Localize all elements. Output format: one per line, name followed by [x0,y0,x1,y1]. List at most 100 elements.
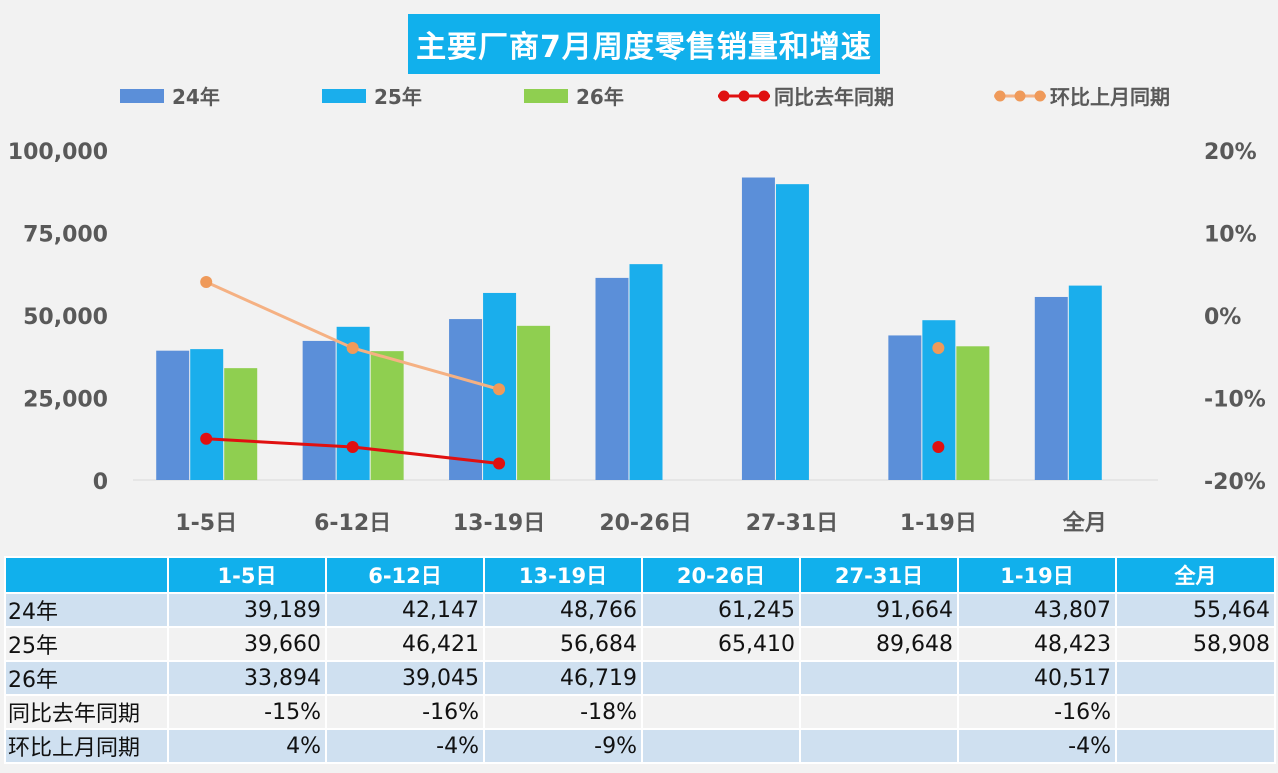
table-cell [799,728,959,764]
x-tick-label: 6-12日 [314,511,391,536]
bar-24年-27-31日 [741,177,775,481]
table-cell [1115,728,1276,764]
bar-24年-1-19日 [888,335,922,480]
legend-swatch-25年 [322,89,366,103]
y-left-tick-label: 100,000 [8,140,108,165]
x-tick-label: 1-19日 [900,511,977,536]
x-tick-label: 1-5日 [175,511,237,536]
table-cell: 39,045 [325,660,485,696]
table-row: 同比去年同期 -15% -16% -18% -16% [4,694,1276,730]
point-环比上月同期-1-5日 [200,276,213,288]
table-header-cell: 6-12日 [325,556,485,594]
table-cell [799,660,959,696]
y-left-tick-label: 25,000 [23,388,108,413]
legend-marker-同比去年同期 [718,90,730,102]
table-cell: -4% [325,728,485,764]
table-cell: 33,894 [167,660,327,696]
bar-24年-20-26日 [595,277,629,480]
table-cell [799,694,959,730]
table-header-cell: 20-26日 [641,556,801,594]
table-cell: 61,245 [641,592,801,628]
legend-marker-同比去年同期 [738,90,750,102]
point-同比去年同期-13-19日 [493,457,506,470]
bar-26年-13-19日 [517,325,551,480]
bar-24年-全月 [1034,296,1068,480]
x-tick-label: 13-19日 [453,511,545,536]
table-cell: -4% [957,728,1117,764]
table-cell: 58,908 [1115,626,1276,662]
table-cell: 56,684 [483,626,643,662]
bar-24年-1-5日 [156,350,190,480]
y-right-tick-label: 0% [1204,305,1241,330]
table-cell: 48,423 [957,626,1117,662]
table-cell: 48,766 [483,592,643,628]
chart-area: 0 25,000 50,000 75,000 100,000 -20% -10% 0% 10% 2… [4,4,1274,552]
x-tick-label: 27-31日 [746,511,838,536]
bar-25年-1-5日 [190,349,224,480]
table-cell: 46,421 [325,626,485,662]
table-row: 26年 33,894 39,045 46,719 40,517 [4,660,1276,696]
y-right-tick-label: -20% [1204,470,1266,495]
table-row-label: 同比去年同期 [4,694,169,730]
table-row-label: 26年 [4,660,169,696]
table-cell: 65,410 [641,626,801,662]
y-right-tick-label: 10% [1204,223,1257,248]
table-cell: -18% [483,694,643,730]
legend-marker-环比上月同期 [994,90,1006,102]
table-row: 25年 39,660 46,421 56,684 65,410 89,648 48,423 5… [4,626,1276,662]
legend-label: 25年 [374,85,422,109]
table-cell: 40,517 [957,660,1117,696]
legend-label: 同比去年同期 [774,85,894,109]
table-cell: 4% [167,728,327,764]
table-header-cell: 全月 [1115,556,1276,594]
legend-label: 24年 [172,85,220,109]
legend-swatch-26年 [524,89,568,103]
table-header-cell: 1-19日 [957,556,1117,594]
table-cell: 89,648 [799,626,959,662]
legend-marker-环比上月同期 [1014,90,1026,102]
point-环比上月同期-6-12日 [346,342,359,354]
point-环比上月同期-1-19日 [932,342,945,354]
table-row: 环比上月同期 4% -4% -9% -4% [4,728,1276,764]
table-cell: 43,807 [957,592,1117,628]
table-cell: 42,147 [325,592,485,628]
table-cell: -16% [325,694,485,730]
bar-26年-1-5日 [224,368,258,480]
table-cell: 39,660 [167,626,327,662]
data-table: 1-5日 6-12日 13-19日 20-26日 27-31日 1-19日 全月… [4,556,1276,764]
table-cell: 55,464 [1115,592,1276,628]
legend-label: 环比上月同期 [1050,85,1170,109]
table-header-cell [4,556,169,594]
point-环比上月同期-13-19日 [493,383,506,396]
table-header-row: 1-5日 6-12日 13-19日 20-26日 27-31日 1-19日 全月 [4,556,1276,594]
bar-24年-6-12日 [302,340,336,480]
table-header-cell: 27-31日 [799,556,959,594]
chart-title: 主要厂商7月周度零售销量和增速 [408,14,880,74]
table-row: 24年 39,189 42,147 48,766 61,245 91,664 43,807 5… [4,592,1276,628]
point-同比去年同期-6-12日 [346,441,359,453]
legend-swatch-24年 [120,89,164,103]
bar-25年-全月 [1068,285,1102,480]
point-同比去年同期-1-19日 [932,441,945,453]
table-row-label: 24年 [4,592,169,628]
table-cell [1115,660,1276,696]
table-cell [1115,694,1276,730]
table-cell: 39,189 [167,592,327,628]
table-cell: -16% [957,694,1117,730]
y-left-tick-label: 75,000 [23,223,108,248]
table-cell: -9% [483,728,643,764]
combo-chart: 0 25,000 50,000 75,000 100,000 -20% -10% 0% 10% 2… [8,85,1266,536]
y-left-tick-label: 50,000 [23,305,108,330]
bar-26年-6-12日 [370,351,404,480]
table-cell: 91,664 [799,592,959,628]
x-tick-label: 20-26日 [599,511,691,536]
table-header-cell: 13-19日 [483,556,643,594]
x-tick-label: 全月 [1062,510,1107,536]
table-cell: 46,719 [483,660,643,696]
y-left-tick-label: 0 [93,470,108,495]
legend-label: 26年 [576,85,624,109]
y-right-tick-label: 20% [1204,140,1257,165]
bar-25年-27-31日 [775,184,809,480]
table-cell [641,694,801,730]
